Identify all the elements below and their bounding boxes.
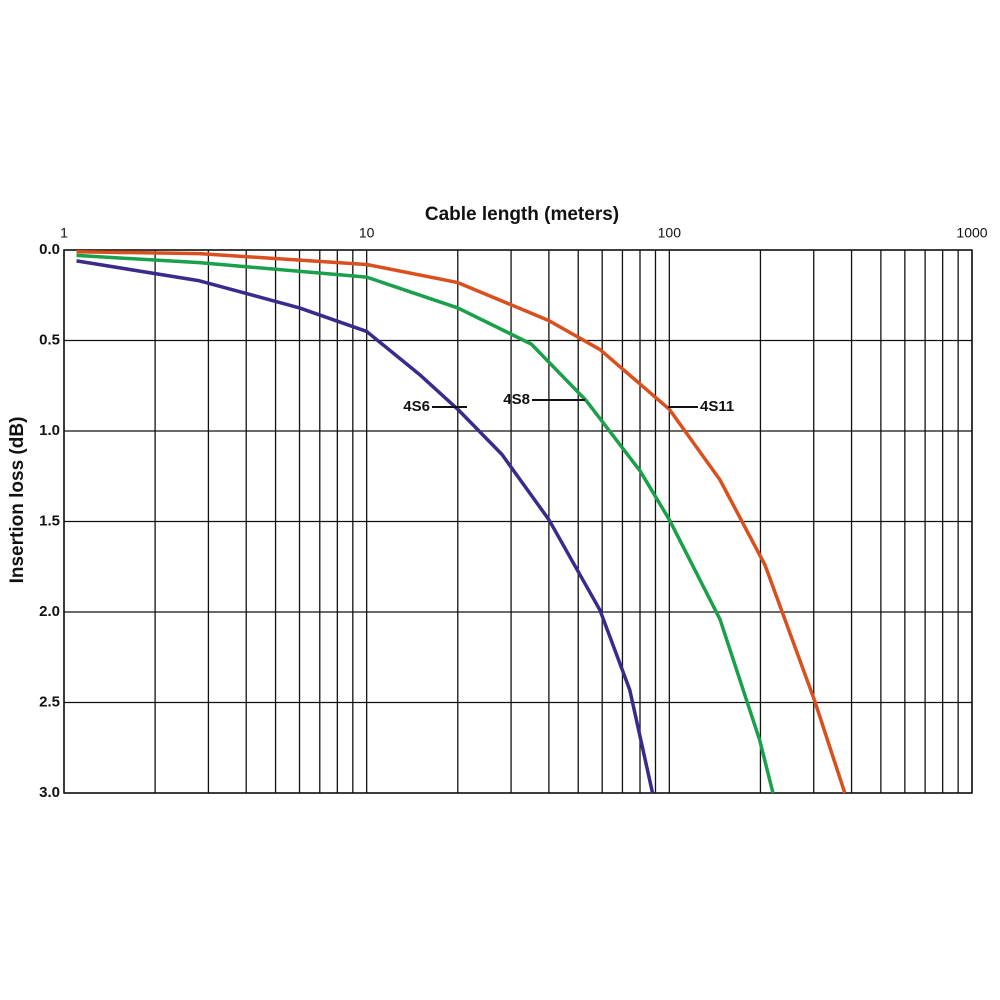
- x-tick-label: 10: [359, 225, 375, 241]
- y-tick-label: 3.0: [39, 784, 60, 801]
- x-tick-label: 1000: [956, 225, 987, 241]
- y-tick-label: 1.5: [39, 512, 60, 529]
- x-tick-label: 1: [60, 225, 68, 241]
- y-tick-label: 0.0: [39, 241, 60, 258]
- x-tick-label: 100: [658, 225, 682, 241]
- plot-frame: [63, 249, 973, 794]
- series-label: 4S8: [503, 391, 530, 408]
- y-tick-label: 1.0: [39, 422, 60, 439]
- x-axis-title: Cable length (meters): [425, 204, 619, 225]
- series-label: 4S11: [700, 398, 734, 415]
- series-line: [76, 253, 775, 794]
- y-tick-label: 2.5: [39, 693, 60, 710]
- series-line: [76, 259, 655, 794]
- series-line: [76, 250, 847, 794]
- y-tick-label: 0.5: [39, 331, 60, 348]
- y-axis-title: Insertion loss (dB): [7, 417, 28, 584]
- y-tick-label: 2.0: [39, 603, 60, 620]
- series-label: 4S6: [403, 398, 430, 415]
